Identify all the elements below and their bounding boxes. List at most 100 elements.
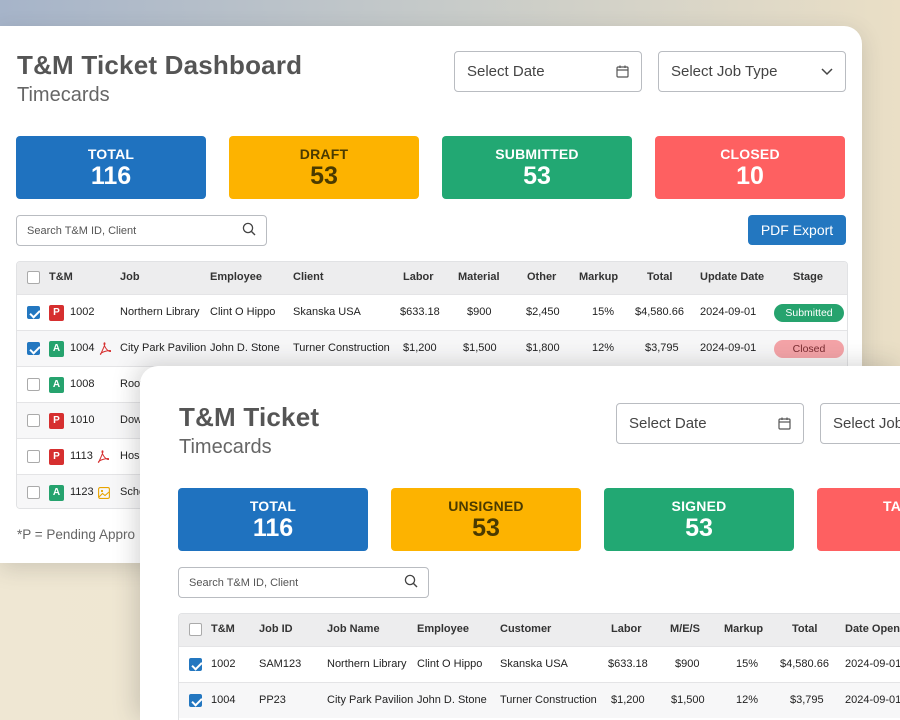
col-markup[interactable]: Markup	[724, 623, 764, 635]
stat-draft-label: DRAFT	[299, 146, 349, 162]
table-row[interactable]: P 1002 Northern Library Clint O Hippo Sk…	[17, 294, 847, 330]
search-input[interactable]: Search T&M ID, Client	[178, 567, 429, 598]
col-client[interactable]: Client	[293, 271, 324, 283]
job-type-select[interactable]: Select Job Type	[658, 51, 846, 92]
col-total[interactable]: Total	[647, 271, 673, 283]
job-select-placeholder: Select Job	[833, 415, 900, 432]
cell-job-name: Northern Library	[327, 658, 407, 670]
cell-total: $3,795	[645, 342, 679, 354]
col-customer[interactable]: Customer	[500, 623, 552, 635]
row-checkbox[interactable]	[27, 378, 40, 391]
date-select[interactable]: Select Date	[616, 403, 804, 444]
row-checkbox[interactable]	[189, 694, 202, 707]
pdf-icon[interactable]	[99, 342, 112, 360]
job-select[interactable]: Select Job	[820, 403, 900, 444]
stat-signed-value: 53	[685, 514, 713, 542]
pdf-icon[interactable]	[97, 450, 110, 468]
col-other[interactable]: Other	[527, 271, 557, 283]
col-date-opened[interactable]: Date Opene	[845, 623, 900, 635]
row-checkbox[interactable]	[27, 486, 40, 499]
table-row[interactable]: 1004 PP23 City Park Pavilion John D. Sto…	[179, 682, 900, 718]
stat-draft-value: 53	[310, 162, 338, 190]
cell-employee: Clint O Hippo	[417, 658, 483, 670]
pending-tag: P	[49, 413, 64, 429]
row-checkbox[interactable]	[27, 414, 40, 427]
col-update-date[interactable]: Update Date	[700, 271, 765, 283]
image-icon[interactable]	[98, 486, 110, 504]
date-select-placeholder: Select Date	[629, 415, 707, 432]
page-title: T&M Ticket Dashboard	[17, 50, 303, 80]
stat-signed[interactable]: SIGNED 53	[604, 488, 794, 551]
col-job-name[interactable]: Job Name	[327, 623, 380, 635]
stat-closed[interactable]: CLOSED 10	[655, 136, 845, 199]
col-mes[interactable]: M/E/S	[670, 623, 700, 635]
col-material[interactable]: Material	[458, 271, 500, 283]
job-type-select-placeholder: Select Job Type	[671, 63, 778, 80]
col-job[interactable]: Job	[120, 271, 140, 283]
pdf-export-button[interactable]: PDF Export	[748, 215, 846, 245]
col-labor[interactable]: Labor	[611, 623, 642, 635]
col-tm[interactable]: T&M	[211, 623, 235, 635]
cell-tm-id[interactable]: 1004	[70, 342, 95, 354]
cell-customer: Turner Construction	[500, 694, 597, 706]
stat-total-label: TOTAL	[87, 146, 135, 162]
select-all-checkbox[interactable]	[189, 623, 202, 636]
stat-closed-value: 10	[736, 162, 764, 190]
search-icon[interactable]	[242, 222, 256, 239]
pending-tag: P	[49, 449, 64, 465]
cell-mes: $900	[675, 658, 700, 670]
page-subtitle: Timecards	[17, 84, 110, 106]
stat-fourth-label: TA	[883, 498, 900, 514]
col-job-id[interactable]: Job ID	[259, 623, 293, 635]
cell-material: $900	[467, 306, 492, 318]
stat-total[interactable]: TOTAL 116	[16, 136, 206, 199]
cell-tm-id[interactable]: 1113	[70, 450, 93, 462]
cell-labor: $1,200	[403, 342, 437, 354]
table-row[interactable]: A 1004 City Park Pavilion John D. Stone …	[17, 330, 847, 366]
cell-tm-id[interactable]: 1002	[211, 658, 236, 670]
cell-tm-id[interactable]: 1004	[211, 694, 236, 706]
cell-job: Roof	[120, 378, 144, 390]
row-checkbox[interactable]	[27, 306, 40, 319]
stat-total[interactable]: TOTAL 116	[178, 488, 368, 551]
stat-total-value: 116	[90, 162, 132, 190]
col-markup[interactable]: Markup	[579, 271, 619, 283]
row-checkbox[interactable]	[27, 342, 40, 355]
cell-tm-id[interactable]: 1123	[70, 486, 94, 498]
table-row[interactable]: 1002 SAM123 Northern Library Clint O Hip…	[179, 646, 900, 682]
col-employee[interactable]: Employee	[417, 623, 469, 635]
approved-tag: A	[49, 377, 64, 393]
pending-tag: P	[49, 305, 64, 321]
stat-fourth[interactable]: TA	[817, 488, 900, 551]
stat-unsigned[interactable]: UNSIGNED 53	[391, 488, 581, 551]
stat-signed-label: SIGNED	[671, 498, 727, 514]
cell-tm-id[interactable]: 1008	[70, 378, 95, 390]
cell-labor: $633.18	[400, 306, 440, 318]
row-checkbox[interactable]	[189, 658, 202, 671]
table-header: T&M Job ID Job Name Employee Customer La…	[179, 614, 900, 646]
cell-job: City Park Pavilion	[120, 342, 207, 354]
cell-tm-id[interactable]: 1010	[70, 414, 95, 426]
search-input[interactable]: Search T&M ID, Client	[16, 215, 267, 246]
cell-tm-id[interactable]: 1002	[70, 306, 95, 318]
col-labor[interactable]: Labor	[403, 271, 434, 283]
stat-total-value: 116	[252, 514, 294, 542]
select-all-checkbox[interactable]	[27, 271, 40, 284]
page-subtitle: Timecards	[179, 436, 272, 458]
col-tm[interactable]: T&M	[49, 271, 73, 283]
timecards-card: T&M Ticket Timecards Select Date Select …	[140, 366, 900, 720]
cell-date-opened: 2024-09-01	[845, 658, 900, 670]
stat-draft[interactable]: DRAFT 53	[229, 136, 419, 199]
table-header: T&M Job Employee Client Labor Material O…	[17, 262, 847, 294]
stat-submitted[interactable]: SUBMITTED 53	[442, 136, 632, 199]
chevron-down-icon	[821, 67, 833, 76]
search-icon[interactable]	[404, 574, 418, 591]
col-total[interactable]: Total	[792, 623, 818, 635]
cell-mes: $1,500	[671, 694, 705, 706]
col-employee[interactable]: Employee	[210, 271, 262, 283]
row-checkbox[interactable]	[27, 450, 40, 463]
col-stage[interactable]: Stage	[793, 271, 823, 283]
cell-customer: Skanska USA	[500, 658, 568, 670]
date-select[interactable]: Select Date	[454, 51, 642, 92]
cell-total: $3,795	[790, 694, 824, 706]
